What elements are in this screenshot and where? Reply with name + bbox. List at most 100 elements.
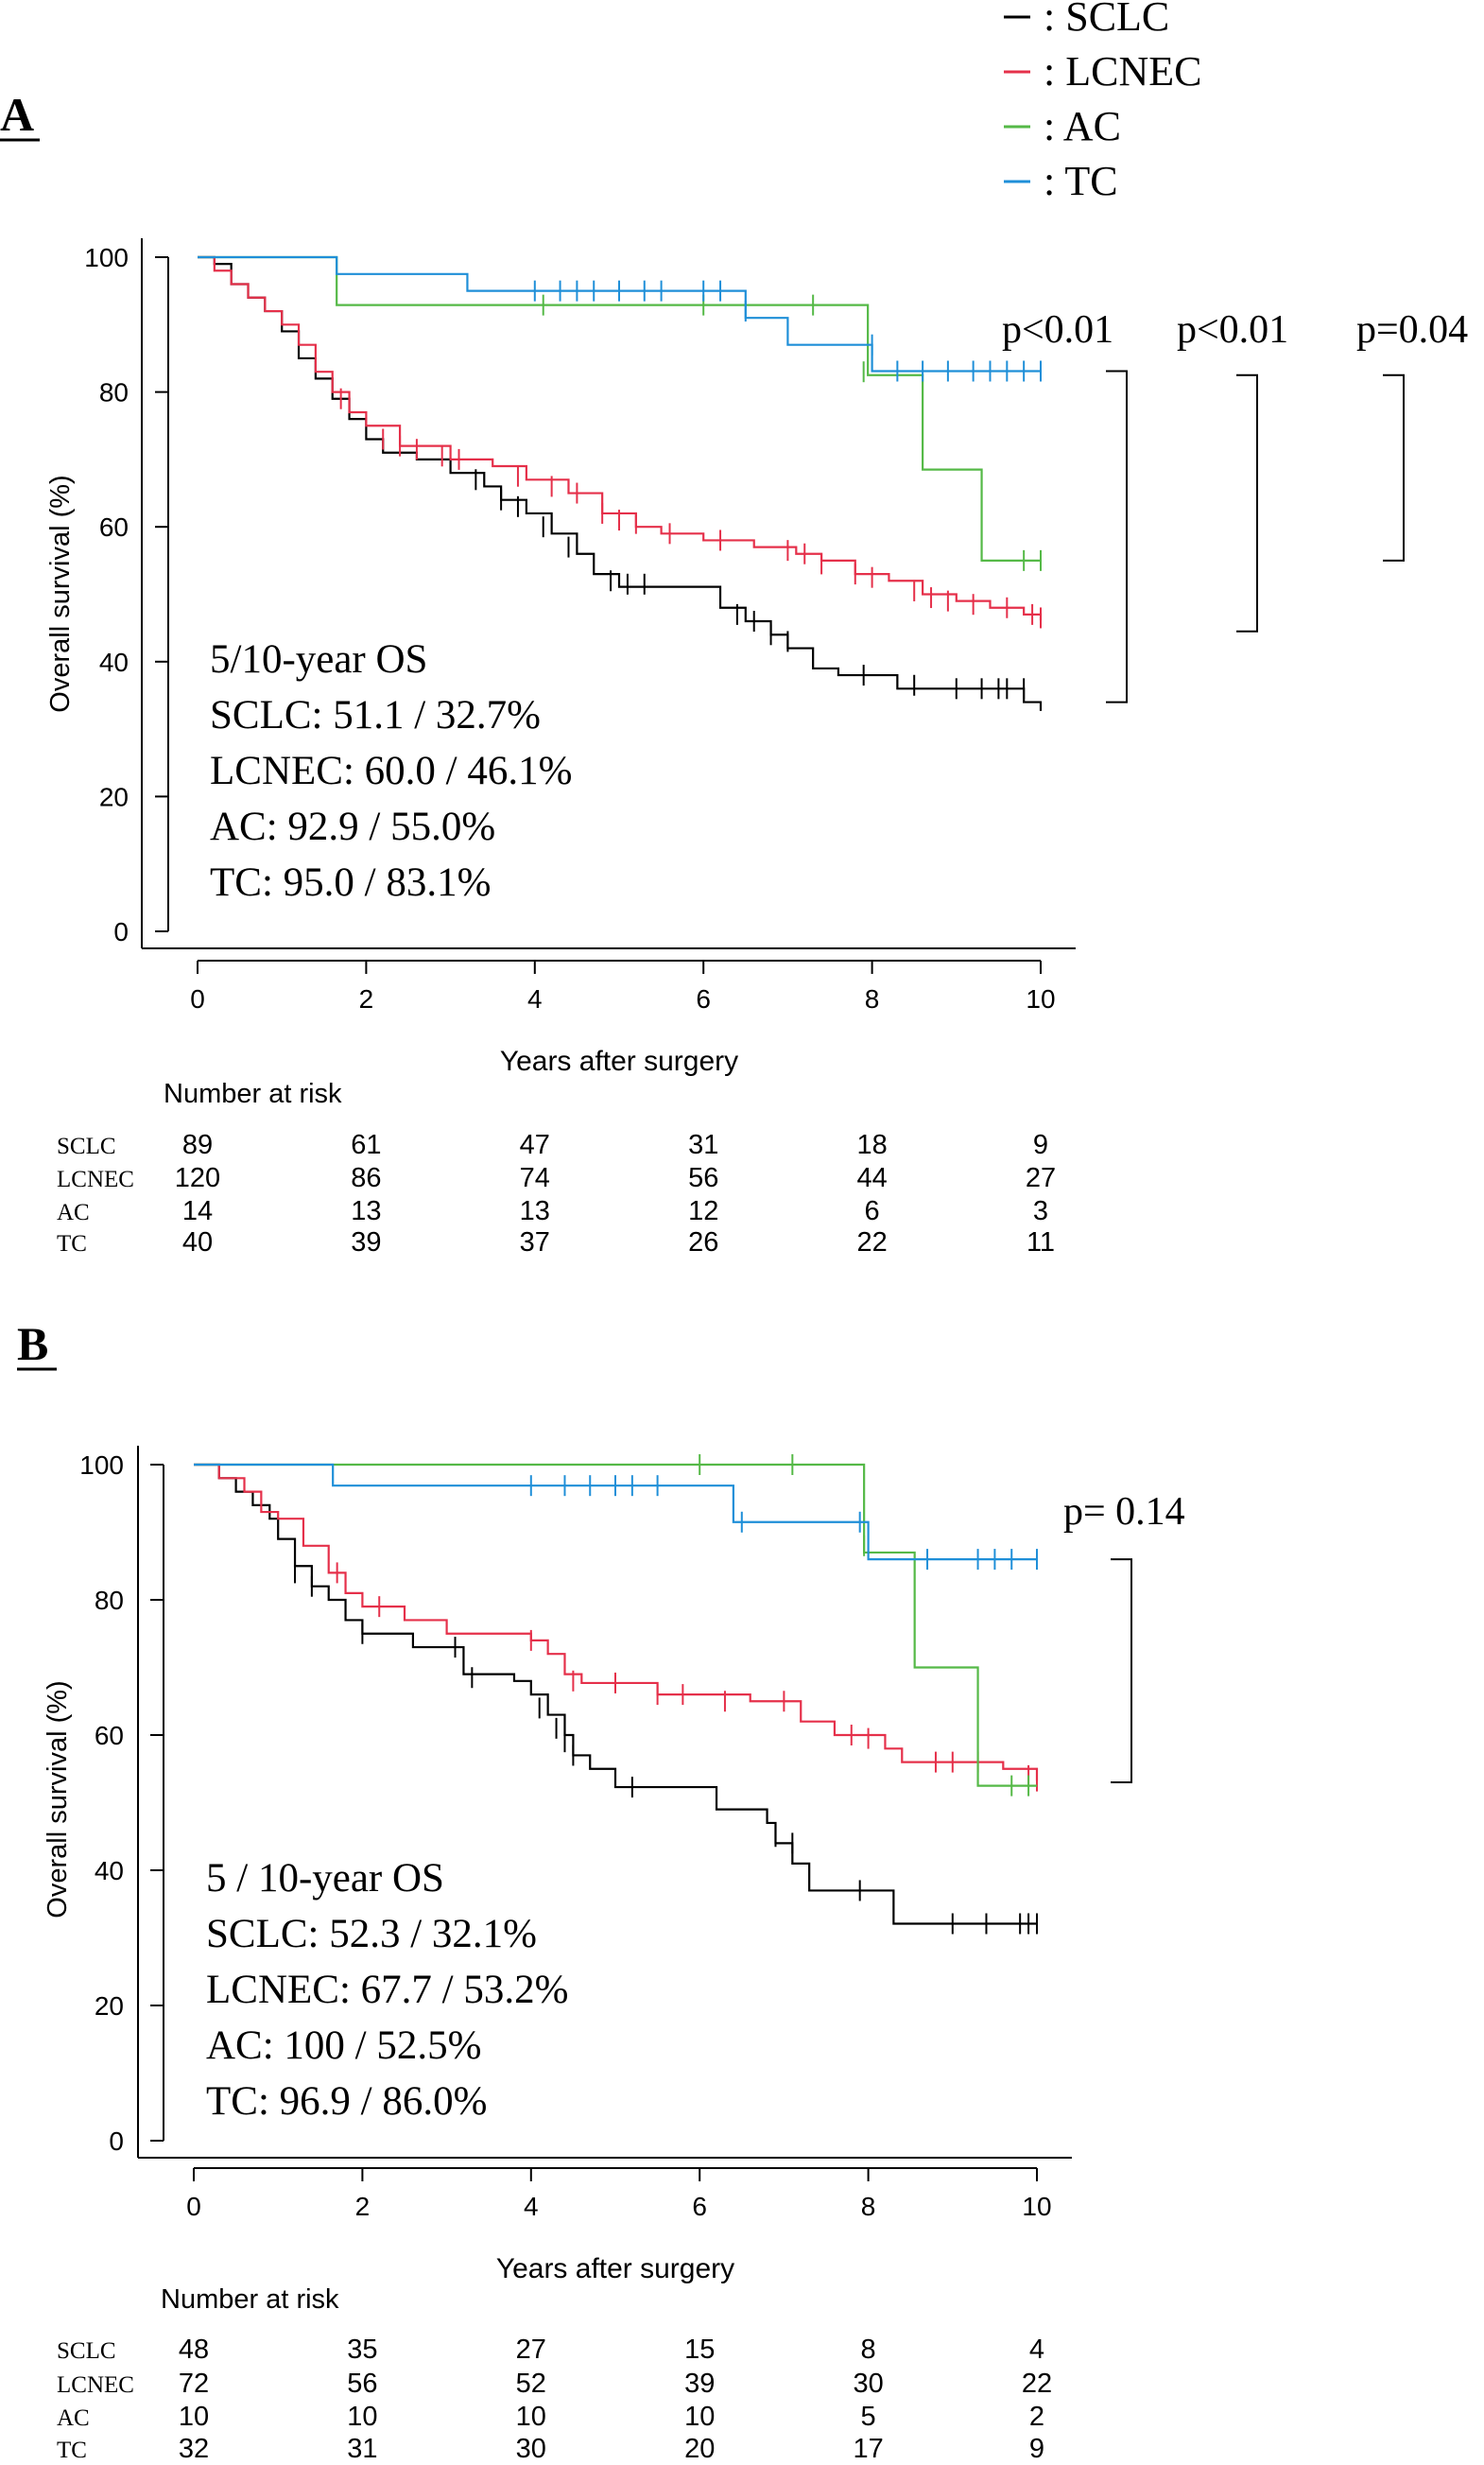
risk-table-title: Number at risk — [161, 2284, 339, 2315]
x-tick-label: 4 — [524, 2192, 539, 2221]
risk-cell: 40 — [182, 1227, 213, 1258]
risk-cell: 10 — [347, 2402, 377, 2432]
y-tick-label: 20 — [99, 782, 129, 811]
risk-cell: 47 — [520, 1130, 550, 1160]
y-tick-label: 80 — [95, 1586, 124, 1615]
x-tick-label: 10 — [1026, 984, 1055, 1014]
y-tick-label: 0 — [109, 2126, 124, 2156]
series-line-ac — [198, 255, 1041, 562]
risk-cell: 20 — [684, 2434, 715, 2460]
risk-cell: 44 — [856, 1163, 887, 1193]
risk-cell: 31 — [688, 1130, 718, 1160]
y-tick-label: 0 — [113, 917, 129, 946]
y-axis-title: Overall survival (%) — [43, 1680, 73, 1918]
risk-cell: 13 — [520, 1196, 550, 1226]
risk-cell: 10 — [684, 2402, 715, 2432]
legend-label-ac: : AC — [1044, 103, 1121, 149]
os-title: 5/10-year OS — [210, 637, 427, 682]
risk-cell: 14 — [182, 1196, 213, 1226]
risk-cell: 15 — [684, 2335, 715, 2365]
risk-cell: 89 — [182, 1130, 213, 1160]
risk-row-name: TC — [57, 2438, 87, 2460]
risk-cell: 30 — [516, 2434, 546, 2460]
x-tick-label: 8 — [865, 984, 880, 1014]
legend-label-tc: : TC — [1044, 158, 1118, 204]
risk-cell: 11 — [1027, 1227, 1055, 1258]
risk-row-name: LCNEC — [57, 2372, 134, 2398]
panel-label: B — [17, 1317, 48, 1370]
y-axis-title: Overall survival (%) — [45, 475, 76, 712]
series-line-lcnec — [198, 255, 1043, 621]
legend-item-sclc: : SCLC — [1004, 0, 1169, 40]
risk-cell: 9 — [1033, 1130, 1048, 1160]
os-line: TC: 95.0 / 83.1% — [210, 860, 491, 905]
risk-cell: 17 — [853, 2434, 883, 2460]
legend: : SCLC : LCNEC : AC : TC — [1004, 0, 1201, 204]
x-tick-label: 2 — [359, 984, 374, 1014]
risk-cell: 6 — [865, 1196, 880, 1226]
y-tick-label: 100 — [79, 1450, 124, 1480]
series-line-tc — [194, 1463, 1037, 1561]
risk-cell: 61 — [351, 1130, 381, 1160]
risk-cell: 13 — [351, 1196, 381, 1226]
series-line-sclc — [194, 1463, 1037, 1925]
risk-cell: 27 — [1026, 1163, 1056, 1193]
y-tick-label: 40 — [95, 1856, 124, 1885]
risk-cell: 86 — [351, 1163, 381, 1193]
os-line: TC: 96.9 / 86.0% — [206, 2079, 487, 2124]
risk-cell: 31 — [347, 2434, 377, 2460]
x-tick-label: 4 — [527, 984, 543, 1014]
legend-item-ac: : AC — [1004, 103, 1121, 149]
p-value-label: p=0.04 — [1356, 308, 1468, 352]
risk-cell: 2 — [1029, 2402, 1044, 2432]
risk-cell: 10 — [179, 2402, 209, 2432]
risk-cell: 120 — [175, 1163, 220, 1193]
p-value-bracket — [1236, 373, 1258, 633]
x-tick-label: 0 — [186, 2192, 201, 2221]
risk-cell: 37 — [520, 1227, 550, 1258]
risk-row-name: AC — [57, 1200, 90, 1225]
p-value-bracket — [1106, 370, 1128, 703]
risk-cell: 26 — [688, 1227, 718, 1258]
legend-item-tc: : TC — [1004, 158, 1118, 204]
risk-cell: 4 — [1029, 2335, 1044, 2365]
series-line-lcnec — [194, 1463, 1039, 1781]
os-line: LCNEC: 67.7 / 53.2% — [206, 1968, 568, 2012]
x-axis-title: Years after surgery — [496, 2253, 734, 2284]
x-tick-label: 10 — [1022, 2192, 1051, 2221]
x-tick-label: 2 — [355, 2192, 371, 2221]
x-tick-label: 8 — [861, 2192, 876, 2221]
risk-row-name: TC — [57, 1231, 87, 1257]
risk-cell: 22 — [1022, 2369, 1052, 2399]
risk-row-name: SCLC — [57, 1134, 116, 1159]
risk-cell: 52 — [516, 2369, 546, 2399]
series-line-ac — [194, 1463, 1037, 1787]
risk-cell: 27 — [516, 2335, 546, 2365]
p-value-bracket — [1383, 373, 1405, 562]
risk-table-title: Number at risk — [164, 1079, 342, 1109]
legend-item-lcnec: : LCNEC — [1004, 48, 1201, 95]
risk-cell: 39 — [684, 2369, 715, 2399]
x-tick-label: 6 — [696, 984, 711, 1014]
risk-cell: 35 — [347, 2335, 377, 2365]
risk-cell: 74 — [520, 1163, 550, 1193]
y-tick-label: 100 — [84, 243, 129, 272]
p-value-bracket — [1111, 1558, 1132, 1784]
risk-row-name: AC — [57, 2405, 90, 2431]
risk-cell: 12 — [688, 1196, 718, 1226]
risk-row-name: LCNEC — [57, 1167, 134, 1192]
p-value-label: p<0.01 — [1002, 308, 1113, 352]
y-tick-label: 60 — [99, 512, 129, 542]
risk-cell: 18 — [856, 1130, 887, 1160]
y-tick-label: 60 — [95, 1721, 124, 1750]
series-line-tc — [198, 255, 1041, 373]
x-axis-title: Years after surgery — [500, 1046, 738, 1077]
risk-cell: 30 — [853, 2369, 883, 2399]
os-line: SCLC: 51.1 / 32.7% — [210, 693, 541, 738]
risk-cell: 22 — [856, 1227, 887, 1258]
risk-cell: 5 — [861, 2402, 876, 2432]
risk-cell: 56 — [688, 1163, 718, 1193]
